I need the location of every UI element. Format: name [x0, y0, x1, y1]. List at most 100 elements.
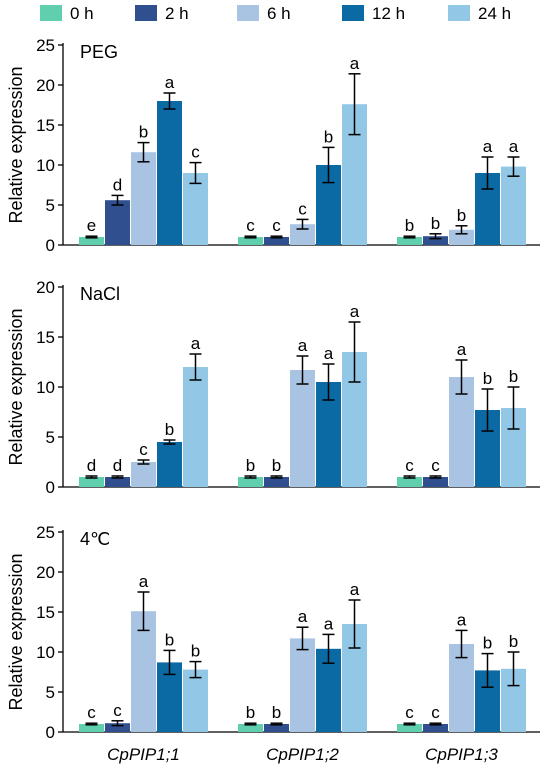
significance-letter: b [272, 703, 281, 722]
significance-letter: a [350, 54, 360, 73]
significance-letter: a [350, 302, 360, 321]
significance-letter: a [483, 137, 493, 156]
significance-letter: b [405, 216, 414, 235]
significance-letter: b [324, 127, 333, 146]
y-tick-label: 0 [46, 723, 55, 742]
y-tick-label: 20 [36, 76, 55, 95]
bar [290, 638, 315, 732]
x-tick-label: CpPIP1;3 [425, 745, 498, 764]
bar [79, 477, 104, 487]
significance-letter: c [272, 216, 281, 235]
bar [238, 477, 263, 487]
significance-letter: c [431, 703, 440, 722]
significance-letter: a [457, 340, 467, 359]
bar [183, 669, 208, 732]
bar [183, 367, 208, 487]
significance-letter: b [509, 632, 518, 651]
y-tick-label: 0 [46, 236, 55, 255]
y-tick-label: 15 [36, 603, 55, 622]
significance-letter: a [350, 580, 360, 599]
bar [157, 101, 182, 245]
significance-letter: a [298, 607, 308, 626]
y-tick-label: 10 [36, 378, 55, 397]
bar [290, 224, 315, 245]
y-tick-label: 10 [36, 156, 55, 175]
bar [105, 477, 130, 487]
legend: 0 h 2 h 6 h 12 h 24 h [40, 4, 511, 23]
y-axis-label: Relative expression [6, 308, 26, 465]
bar [397, 724, 422, 732]
legend-swatch-0 [40, 5, 62, 21]
legend-label-4: 24 h [478, 4, 511, 23]
y-tick-label: 5 [46, 196, 55, 215]
bar [238, 237, 263, 245]
bar [449, 644, 474, 732]
y-tick-label: 15 [36, 116, 55, 135]
bar [105, 200, 130, 245]
significance-letter: b [246, 703, 255, 722]
bar [264, 724, 289, 732]
y-tick-label: 5 [46, 683, 55, 702]
legend-label-3: 12 h [372, 4, 405, 23]
bar [264, 237, 289, 245]
significance-letter: c [405, 703, 414, 722]
y-tick-label: 0 [46, 478, 55, 497]
significance-letter: b [139, 123, 148, 142]
legend-swatch-2 [237, 5, 259, 21]
y-tick-label: 20 [36, 563, 55, 582]
y-axis-label: Relative expression [6, 66, 26, 223]
legend-label-1: 2 h [165, 4, 189, 23]
significance-letter: b [165, 420, 174, 439]
significance-letter: d [113, 175, 122, 194]
y-axis-label: Relative expression [6, 553, 26, 710]
significance-letter: d [87, 456, 96, 475]
y-tick-label: 5 [46, 428, 55, 447]
bar [449, 229, 474, 245]
significance-letter: b [431, 214, 440, 233]
significance-letter: a [324, 614, 334, 633]
significance-letter: c [87, 703, 96, 722]
significance-letter: d [113, 456, 122, 475]
bar [290, 370, 315, 487]
significance-letter: a [139, 572, 149, 591]
bar [183, 173, 208, 245]
significance-letter: c [431, 456, 440, 475]
bar [131, 611, 156, 732]
bar [449, 377, 474, 487]
significance-letter: c [298, 199, 307, 218]
bar [105, 723, 130, 732]
y-tick-label: 25 [36, 36, 55, 55]
y-tick-label: 10 [36, 643, 55, 662]
significance-letter: b [272, 456, 281, 475]
significance-letter: a [324, 344, 334, 363]
bar [157, 442, 182, 487]
legend-swatch-4 [448, 5, 470, 21]
significance-letter: a [165, 73, 175, 92]
legend-swatch-3 [342, 5, 364, 21]
bar [397, 477, 422, 487]
legend-swatch-1 [135, 5, 157, 21]
bar [423, 236, 448, 245]
legend-label-2: 6 h [267, 4, 291, 23]
bar [501, 166, 526, 245]
legend-label-0: 0 h [70, 4, 94, 23]
panel-label: 4℃ [80, 529, 110, 549]
x-tick-label: CpPIP1;1 [107, 745, 180, 764]
bar [264, 477, 289, 487]
significance-letter: a [457, 610, 467, 629]
significance-letter: b [509, 367, 518, 386]
panel-label: NaCl [80, 284, 120, 304]
bar [238, 724, 263, 732]
significance-letter: b [483, 369, 492, 388]
significance-letter: a [509, 137, 519, 156]
x-tick-label: CpPIP1;2 [266, 745, 339, 764]
y-tick-label: 25 [36, 523, 55, 542]
panel-label: PEG [80, 42, 118, 62]
significance-letter: b [483, 634, 492, 653]
significance-letter: c [191, 143, 200, 162]
significance-letter: a [298, 336, 308, 355]
bar [397, 237, 422, 245]
significance-letter: b [457, 206, 466, 225]
